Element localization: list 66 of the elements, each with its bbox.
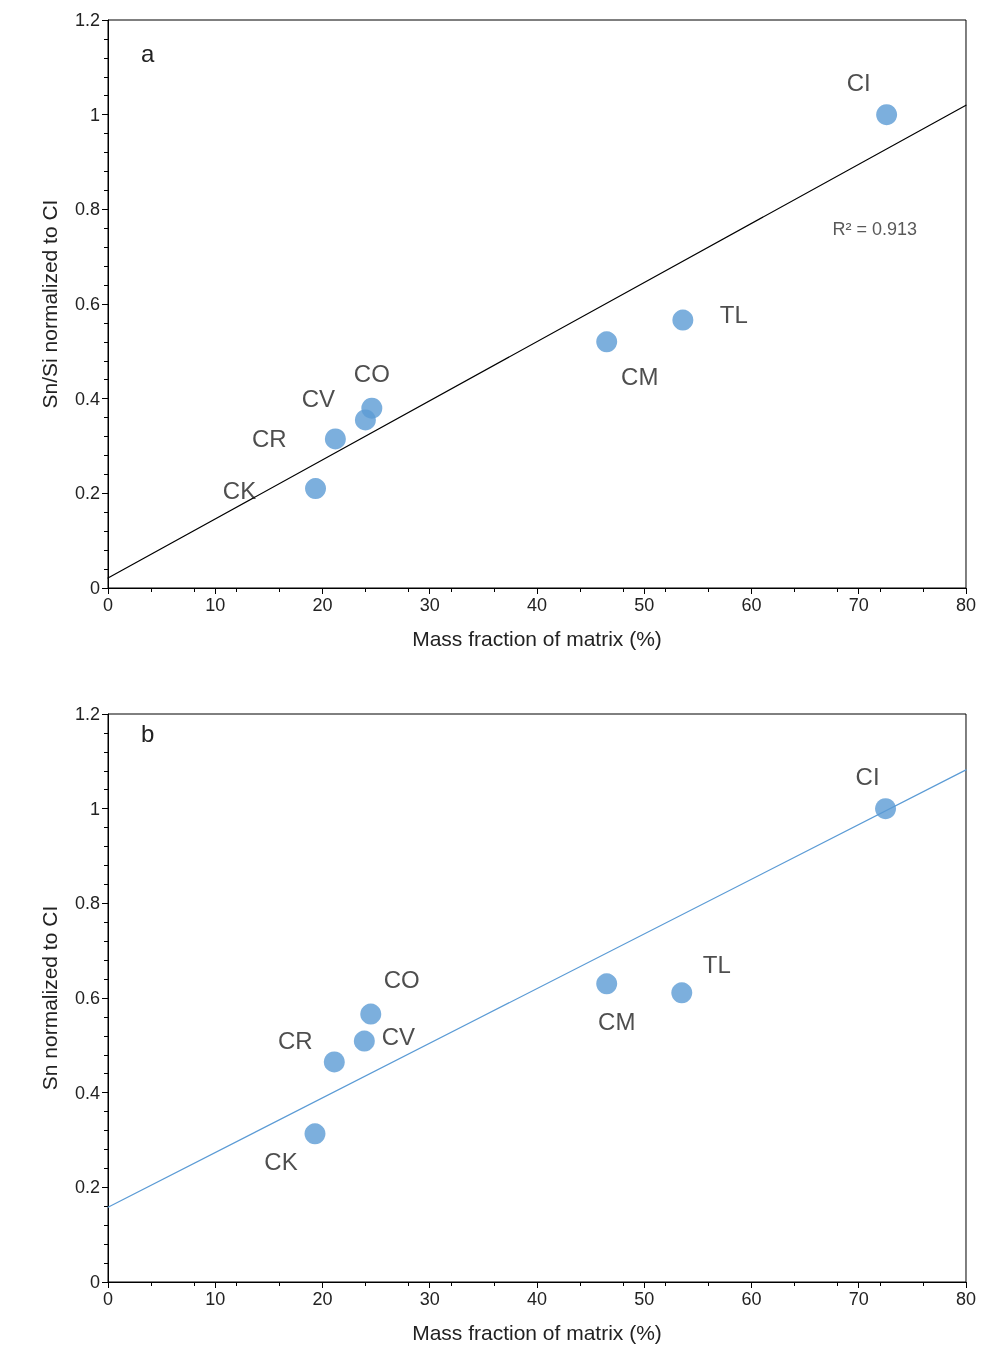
point xyxy=(324,428,346,450)
y-tick-label: 0 xyxy=(89,1272,100,1292)
x-tick-label: 20 xyxy=(312,1289,333,1309)
point xyxy=(672,309,694,331)
annotation: CI xyxy=(846,69,871,97)
x-tick-label: 10 xyxy=(205,1289,226,1309)
point xyxy=(596,973,618,995)
y-tick-label: 0.2 xyxy=(74,1177,100,1198)
x-axis-title: Mass fraction of matrix (%) xyxy=(412,1321,662,1344)
annotation: CR xyxy=(277,1027,313,1055)
x-tick-label: 80 xyxy=(955,595,976,615)
point xyxy=(596,331,618,353)
annotation: CV xyxy=(381,1022,415,1050)
text: a xyxy=(141,39,155,67)
annotation: CO xyxy=(353,359,390,387)
y-tick-label: 1 xyxy=(89,104,100,125)
annotation: TL xyxy=(719,300,748,328)
point xyxy=(305,478,327,500)
x-tick-label: 60 xyxy=(741,1289,762,1309)
x-tick-label: 80 xyxy=(955,1289,976,1309)
chart-title: b xyxy=(141,719,155,747)
x-tick-label: 50 xyxy=(634,1289,655,1309)
annotation: CR xyxy=(252,425,287,453)
point xyxy=(671,982,693,1004)
point xyxy=(361,397,383,419)
point xyxy=(360,1003,382,1025)
annotation: R² = 0.913 xyxy=(832,219,918,239)
y-tick-label: 0.8 xyxy=(74,893,100,914)
y-tick-label: 1.2 xyxy=(74,10,100,30)
y-tick-label: 0.4 xyxy=(74,388,100,409)
annotation: TL xyxy=(702,951,731,979)
x-tick-label: 0 xyxy=(102,1289,114,1309)
y-tick-label: 1.2 xyxy=(74,704,100,724)
annotation: CM xyxy=(598,1008,636,1036)
annotation: CV xyxy=(301,385,336,413)
x-tick-label: 50 xyxy=(634,595,655,615)
x-tick-label: 30 xyxy=(419,1289,440,1309)
y-tick-label: 0.4 xyxy=(74,1082,100,1103)
y-axis-title: Sn normalized to CI xyxy=(38,905,61,1091)
annotation: CO xyxy=(383,965,420,993)
x-tick-label: 70 xyxy=(848,595,869,615)
x-tick-label: 60 xyxy=(741,595,762,615)
x-tick-label: 70 xyxy=(848,1289,869,1309)
y-tick-label: 1 xyxy=(89,798,100,819)
point xyxy=(304,1123,326,1145)
y-tick-label: 0.8 xyxy=(74,199,100,220)
annotation: CI xyxy=(855,763,880,791)
x-tick-label: 40 xyxy=(526,595,548,615)
point xyxy=(875,798,897,820)
x-tick-label: 10 xyxy=(205,595,226,615)
point xyxy=(353,1030,375,1052)
y-tick-label: 0.2 xyxy=(74,483,100,504)
y-tick-label: 0 xyxy=(89,578,100,598)
x-tick-label: 30 xyxy=(419,595,440,615)
y-axis-title: Sn/Si normalized to CI xyxy=(38,199,61,409)
annotation: CK xyxy=(222,477,257,505)
x-tick-label: 20 xyxy=(312,595,333,615)
x-tick-label: 40 xyxy=(526,1289,548,1309)
y-tick-label: 0.6 xyxy=(74,988,100,1008)
x-tick-label: 0 xyxy=(102,595,114,615)
annotation: CK xyxy=(264,1148,298,1176)
x-axis-title: Mass fraction of matrix (%) xyxy=(412,627,662,650)
y-tick-label: 0.6 xyxy=(74,294,100,314)
annotation: CM xyxy=(621,363,659,391)
point xyxy=(876,104,898,126)
point xyxy=(323,1051,345,1073)
